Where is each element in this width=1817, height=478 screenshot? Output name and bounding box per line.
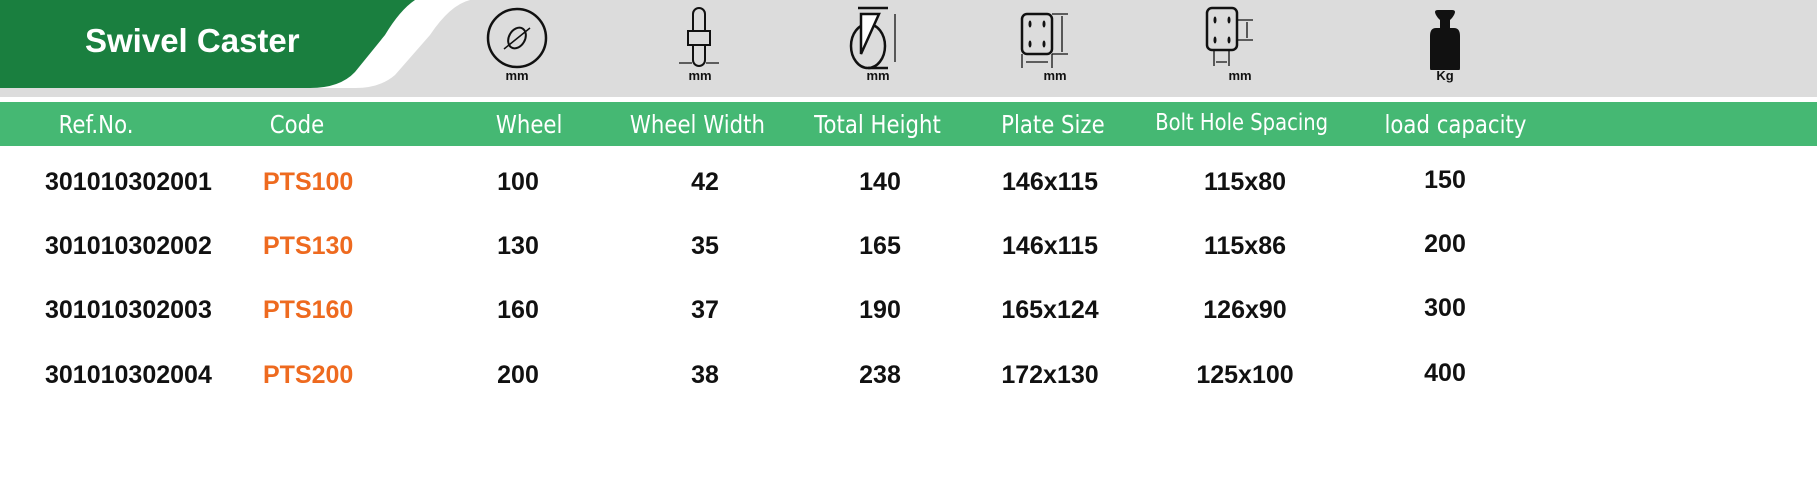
cell-load-capacity: 200 xyxy=(1424,230,1466,258)
table-row: 301010302002 PTS130 130 35 165 146x115 115x86 2… xyxy=(0,230,1817,272)
cell-wheel: 100 xyxy=(497,168,539,196)
cell-total-height: 238 xyxy=(859,361,901,389)
cell-load-capacity: 150 xyxy=(1424,166,1466,194)
wheel-diameter-icon: mm xyxy=(472,6,562,90)
cell-wheel-width: 38 xyxy=(691,361,719,389)
weight-icon: Kg xyxy=(1400,6,1490,90)
header-total-height: Total Height xyxy=(814,110,941,139)
cell-total-height: 140 xyxy=(859,168,901,196)
header-code: Code xyxy=(269,110,325,139)
header-load-capacity: load capacity xyxy=(1384,110,1527,139)
cell-bolt-hole-spacing: 115x80 xyxy=(1203,168,1287,196)
header-ref-no: Ref.No. xyxy=(58,110,134,139)
cell-ref-no: 301010302003 xyxy=(45,296,212,324)
table-row: 301010302001 PTS100 100 42 140 146x115 115x80 1… xyxy=(0,166,1817,208)
cell-wheel: 200 xyxy=(497,361,539,389)
cell-ref-no: 301010302001 xyxy=(45,168,212,196)
cell-code: PTS130 xyxy=(263,232,354,260)
cell-ref-no: 301010302002 xyxy=(45,232,212,260)
cell-wheel: 130 xyxy=(497,232,539,260)
cell-code: PTS200 xyxy=(263,361,354,389)
header-bolt-hole-spacing: Bolt Hole Spacing xyxy=(1155,110,1329,136)
cell-ref-no: 301010302004 xyxy=(45,361,212,389)
cell-load-capacity: 400 xyxy=(1424,359,1466,387)
title-banner xyxy=(0,0,470,88)
table-row: 301010302004 PTS200 200 38 238 172x130 125x100… xyxy=(0,359,1817,401)
cell-total-height: 190 xyxy=(859,296,901,324)
header-wheel: Wheel xyxy=(495,110,563,139)
cell-wheel-width: 37 xyxy=(691,296,719,324)
wheel-width-icon: mm xyxy=(655,6,745,90)
cell-plate-size: 165x124 xyxy=(1001,296,1099,324)
cell-wheel: 160 xyxy=(497,296,539,324)
cell-bolt-hole-spacing: 115x86 xyxy=(1203,232,1287,260)
bolt-hole-spacing-icon: mm xyxy=(1195,6,1285,90)
total-height-icon: mm xyxy=(833,6,923,90)
cell-plate-size: 146x115 xyxy=(1002,232,1098,260)
cell-wheel-width: 42 xyxy=(691,168,719,196)
table-row: 301010302003 PTS160 160 37 190 165x124 126x90 3… xyxy=(0,294,1817,336)
table-header: Ref.No. Code Wheel Wheel Width Total Hei… xyxy=(0,102,1817,146)
plate-size-icon: mm xyxy=(1010,6,1100,90)
cell-wheel-width: 35 xyxy=(691,232,719,260)
cell-code: PTS100 xyxy=(263,168,354,196)
header-plate-size: Plate Size xyxy=(1001,110,1105,139)
cell-load-capacity: 300 xyxy=(1424,294,1466,322)
cell-plate-size: 172x130 xyxy=(1001,361,1099,389)
header-wheel-width: Wheel Width xyxy=(629,110,765,139)
cell-bolt-hole-spacing: 126x90 xyxy=(1203,296,1287,324)
cell-bolt-hole-spacing: 125x100 xyxy=(1196,361,1294,389)
cell-code: PTS160 xyxy=(263,296,354,324)
cell-plate-size: 146x115 xyxy=(1002,168,1098,196)
cell-total-height: 165 xyxy=(859,232,901,260)
page-title: Swivel Caster xyxy=(85,22,300,59)
